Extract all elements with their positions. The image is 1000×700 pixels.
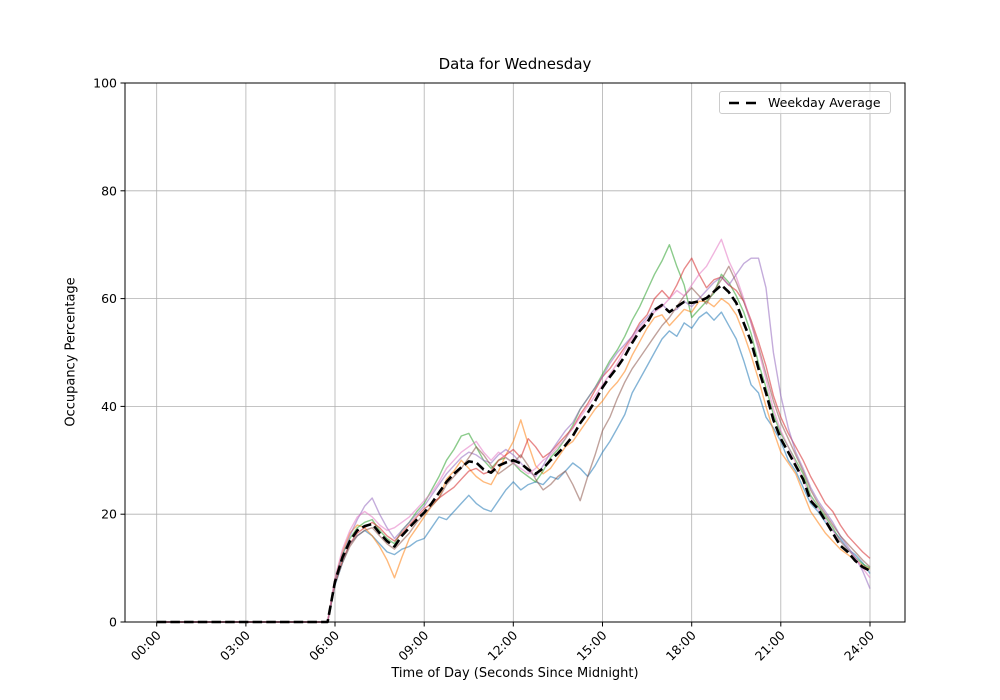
legend: Weekday Average bbox=[719, 91, 891, 114]
x-tick-label: 15:00 bbox=[574, 627, 610, 663]
x-tick-label: 12:00 bbox=[484, 627, 520, 663]
x-tick-label: 00:00 bbox=[128, 627, 164, 663]
y-tick-label: 80 bbox=[101, 183, 117, 198]
x-tick-label: 06:00 bbox=[306, 627, 342, 663]
x-axis-label: Time of Day (Seconds Since Midnight) bbox=[391, 666, 639, 681]
axes-frame bbox=[124, 82, 906, 623]
legend-label: Weekday Average bbox=[768, 95, 881, 110]
y-tick-label: 20 bbox=[101, 507, 117, 522]
x-tick-label: 03:00 bbox=[217, 627, 253, 663]
x-tick-label: 21:00 bbox=[752, 627, 788, 663]
x-tick-label: 24:00 bbox=[841, 627, 877, 663]
y-tick-label: 100 bbox=[93, 76, 117, 91]
x-tick-label: 09:00 bbox=[395, 627, 431, 663]
y-tick-label: 40 bbox=[101, 399, 117, 414]
dashed-average-line-icon bbox=[729, 101, 759, 104]
y-axis-label: Occupancy Percentage bbox=[63, 277, 79, 427]
chart-title: Data for Wednesday bbox=[438, 55, 592, 73]
y-tick-label: 0 bbox=[109, 615, 117, 630]
y-tick-label: 60 bbox=[101, 291, 117, 306]
x-tick-label: 18:00 bbox=[663, 627, 699, 663]
